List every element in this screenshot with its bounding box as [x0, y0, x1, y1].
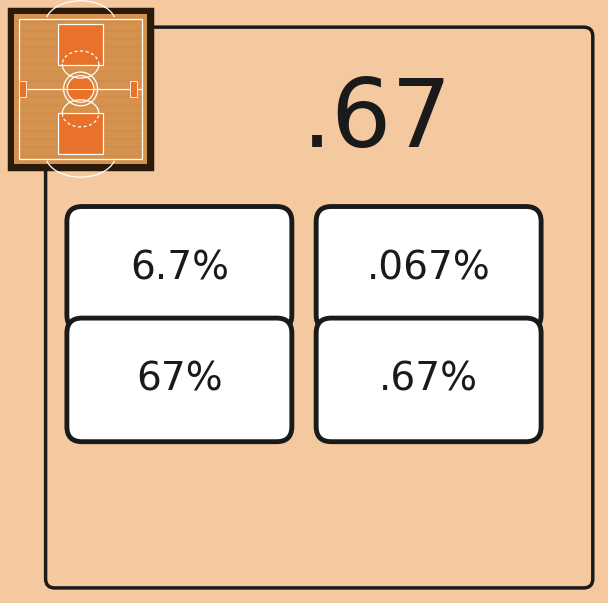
- Text: 67%: 67%: [136, 361, 223, 399]
- FancyBboxPatch shape: [46, 27, 593, 588]
- Bar: [19, 80, 26, 97]
- FancyBboxPatch shape: [316, 206, 541, 330]
- FancyBboxPatch shape: [316, 318, 541, 441]
- Bar: [58, 24, 103, 65]
- Text: .67: .67: [302, 75, 452, 166]
- FancyBboxPatch shape: [14, 14, 147, 164]
- Bar: [130, 80, 137, 97]
- FancyBboxPatch shape: [67, 206, 292, 330]
- Bar: [58, 113, 103, 154]
- Text: 6.7%: 6.7%: [130, 249, 229, 288]
- Bar: [130, 80, 137, 97]
- FancyBboxPatch shape: [67, 318, 292, 441]
- Text: .67%: .67%: [379, 361, 478, 399]
- Bar: [19, 19, 142, 159]
- Bar: [58, 24, 103, 65]
- Bar: [19, 80, 26, 97]
- Text: .067%: .067%: [367, 249, 491, 288]
- FancyBboxPatch shape: [9, 9, 152, 169]
- Bar: [58, 113, 103, 154]
- Circle shape: [67, 76, 94, 102]
